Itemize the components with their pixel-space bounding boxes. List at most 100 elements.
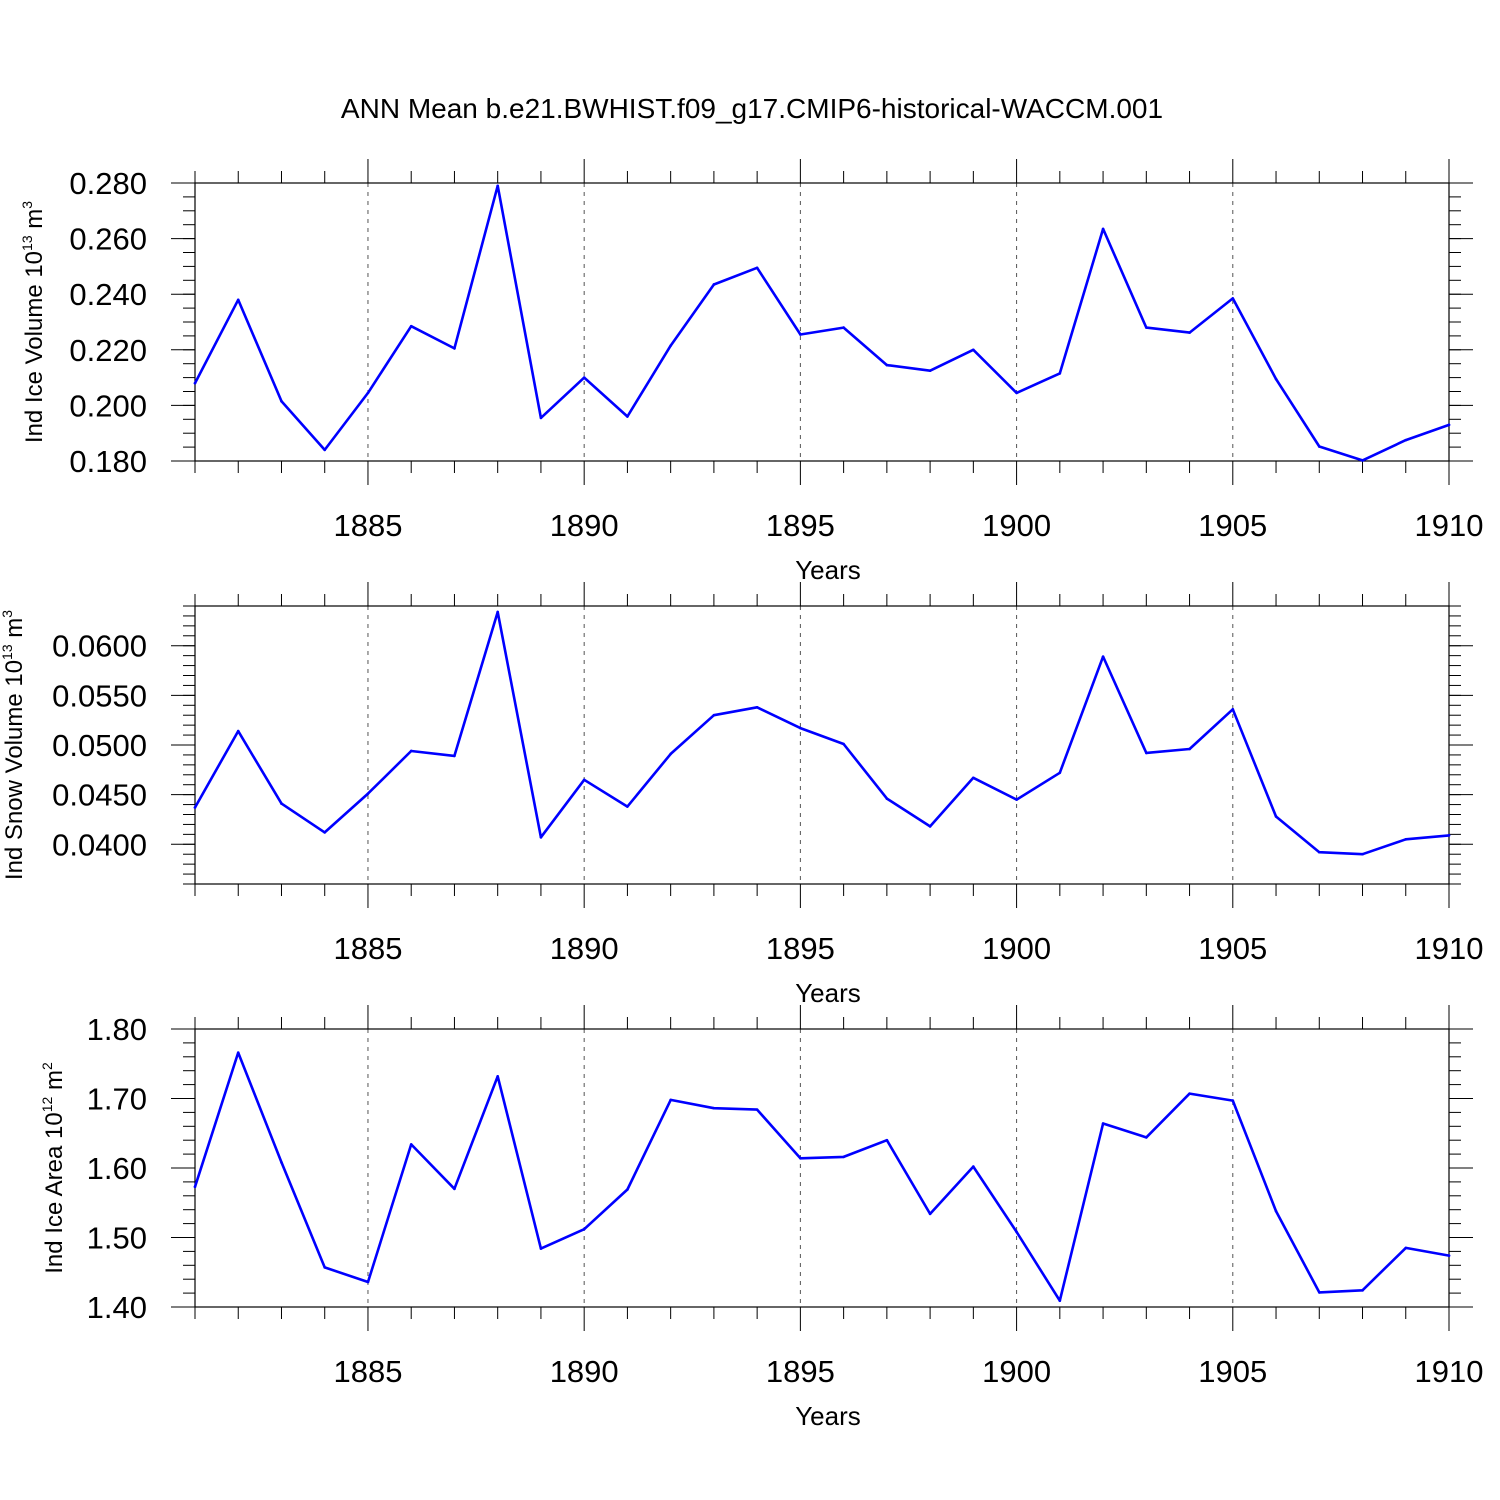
data-point bbox=[972, 776, 975, 780]
data-point bbox=[193, 806, 197, 809]
data-point bbox=[1361, 459, 1364, 462]
data-point bbox=[193, 381, 197, 385]
y-axis-label-unit: m bbox=[21, 209, 48, 236]
data-point bbox=[626, 1188, 629, 1191]
data-point bbox=[1361, 852, 1364, 856]
data-point bbox=[1447, 1254, 1451, 1257]
plot-frame bbox=[194, 605, 1450, 885]
data-point bbox=[1447, 834, 1451, 837]
y-axis-label-unit: m bbox=[41, 1070, 68, 1097]
y-tick-label: 0.220 bbox=[69, 333, 147, 368]
x-tick-label: 1895 bbox=[766, 931, 835, 966]
series-line-ice-volume bbox=[193, 184, 1451, 462]
data-point bbox=[626, 415, 629, 418]
data-point bbox=[1447, 423, 1451, 427]
data-point bbox=[280, 399, 283, 403]
data-point bbox=[669, 1098, 672, 1102]
y-tick-label: 1.70 bbox=[87, 1082, 147, 1117]
y-tick-label: 1.80 bbox=[87, 1012, 147, 1047]
data-point bbox=[1188, 1092, 1191, 1095]
data-point bbox=[1231, 1099, 1235, 1102]
data-point bbox=[885, 1138, 889, 1142]
y-tick-label: 1.50 bbox=[87, 1221, 147, 1256]
data-point bbox=[453, 754, 456, 758]
panel-ice-volume: 0.180 0.200 0.220 0.240 0.260 0.280 1885 1890 18… bbox=[19, 159, 1483, 585]
data-point bbox=[842, 742, 845, 746]
y-axis-label: Ind Ice Area 1012 m2 bbox=[39, 1062, 68, 1274]
data-point bbox=[1317, 1291, 1321, 1294]
data-point bbox=[712, 713, 716, 717]
y-tick-label: 0.0450 bbox=[52, 778, 147, 813]
x-tick-label: 1900 bbox=[982, 508, 1051, 543]
data-point bbox=[539, 1247, 543, 1250]
data-point bbox=[799, 333, 802, 336]
data-point bbox=[280, 1161, 283, 1164]
data-point bbox=[236, 729, 240, 733]
y-axis-label-exponent: 13 bbox=[19, 235, 35, 251]
data-point bbox=[236, 1051, 240, 1054]
data-point bbox=[323, 831, 327, 834]
data-point bbox=[1101, 227, 1105, 231]
data-point bbox=[323, 1266, 327, 1269]
data-point bbox=[1058, 1299, 1062, 1303]
data-point bbox=[928, 1212, 932, 1216]
data-point bbox=[712, 1106, 716, 1110]
data-point bbox=[496, 1074, 499, 1078]
panel-snow-volume: 0.0400 0.0450 0.0500 0.0550 0.0600 1885 1890 18… bbox=[0, 582, 1483, 1008]
data-point bbox=[496, 184, 499, 188]
x-tick-label: 1890 bbox=[550, 1354, 619, 1389]
data-point bbox=[885, 363, 889, 367]
data-point bbox=[366, 1280, 370, 1284]
x-tick-label: 1910 bbox=[1415, 508, 1484, 543]
data-point bbox=[1015, 798, 1018, 801]
y-axis-label-main: Ind Ice Volume 10 bbox=[21, 251, 48, 443]
data-point bbox=[1361, 1289, 1364, 1292]
data-point bbox=[842, 1155, 845, 1159]
y-axis-label-unit-exponent: 3 bbox=[19, 201, 35, 209]
data-point bbox=[280, 802, 283, 805]
x-tick-label: 1900 bbox=[982, 1354, 1051, 1389]
data-point bbox=[1101, 655, 1105, 658]
data-point bbox=[1404, 438, 1408, 442]
y-axis-label-main: Ind Ice Area 10 bbox=[41, 1112, 68, 1273]
x-tick-label: 1895 bbox=[766, 508, 835, 543]
data-point bbox=[1404, 1246, 1408, 1250]
data-point bbox=[409, 749, 413, 753]
data-point bbox=[1015, 391, 1018, 395]
data-point bbox=[539, 416, 543, 420]
x-tick-label: 1910 bbox=[1415, 931, 1484, 966]
y-tick-label: 0.240 bbox=[69, 277, 147, 312]
data-point bbox=[1317, 445, 1321, 448]
data-point bbox=[409, 324, 413, 328]
data-point bbox=[928, 825, 932, 828]
data-point bbox=[842, 326, 845, 329]
y-tick-label: 0.180 bbox=[69, 444, 147, 479]
data-point bbox=[236, 298, 240, 302]
y-axis-label-exponent: 12 bbox=[39, 1097, 55, 1113]
data-point bbox=[539, 836, 543, 839]
y-axis-label-unit: m bbox=[1, 618, 28, 645]
y-axis-label-main: Ind Snow Volume 10 bbox=[1, 660, 28, 880]
x-tick-label: 1895 bbox=[766, 1354, 835, 1389]
panel-ice-area: 1.40 1.50 1.60 1.70 1.80 1885 1890 1895 1900 1905… bbox=[39, 1005, 1483, 1431]
plot-frame bbox=[194, 1028, 1450, 1308]
data-point bbox=[1058, 372, 1062, 375]
data-point bbox=[582, 1227, 586, 1231]
data-point bbox=[496, 610, 499, 614]
x-tick-label: 1905 bbox=[1198, 931, 1267, 966]
x-tick-label: 1900 bbox=[982, 931, 1051, 966]
data-point bbox=[1231, 707, 1235, 711]
y-tick-label: 1.60 bbox=[87, 1151, 147, 1186]
x-tick-label: 1910 bbox=[1415, 1354, 1484, 1389]
data-point bbox=[366, 391, 370, 395]
data-point bbox=[1274, 377, 1278, 381]
data-point bbox=[409, 1143, 413, 1146]
panels-container: 0.180 0.200 0.220 0.240 0.260 0.280 1885 1890 18… bbox=[0, 159, 1483, 1431]
data-point bbox=[1058, 771, 1062, 775]
data-point bbox=[712, 283, 716, 286]
data-point bbox=[193, 1185, 197, 1189]
data-point bbox=[1188, 331, 1191, 334]
x-tick-label: 1905 bbox=[1198, 1354, 1267, 1389]
x-tick-label: 1890 bbox=[550, 931, 619, 966]
